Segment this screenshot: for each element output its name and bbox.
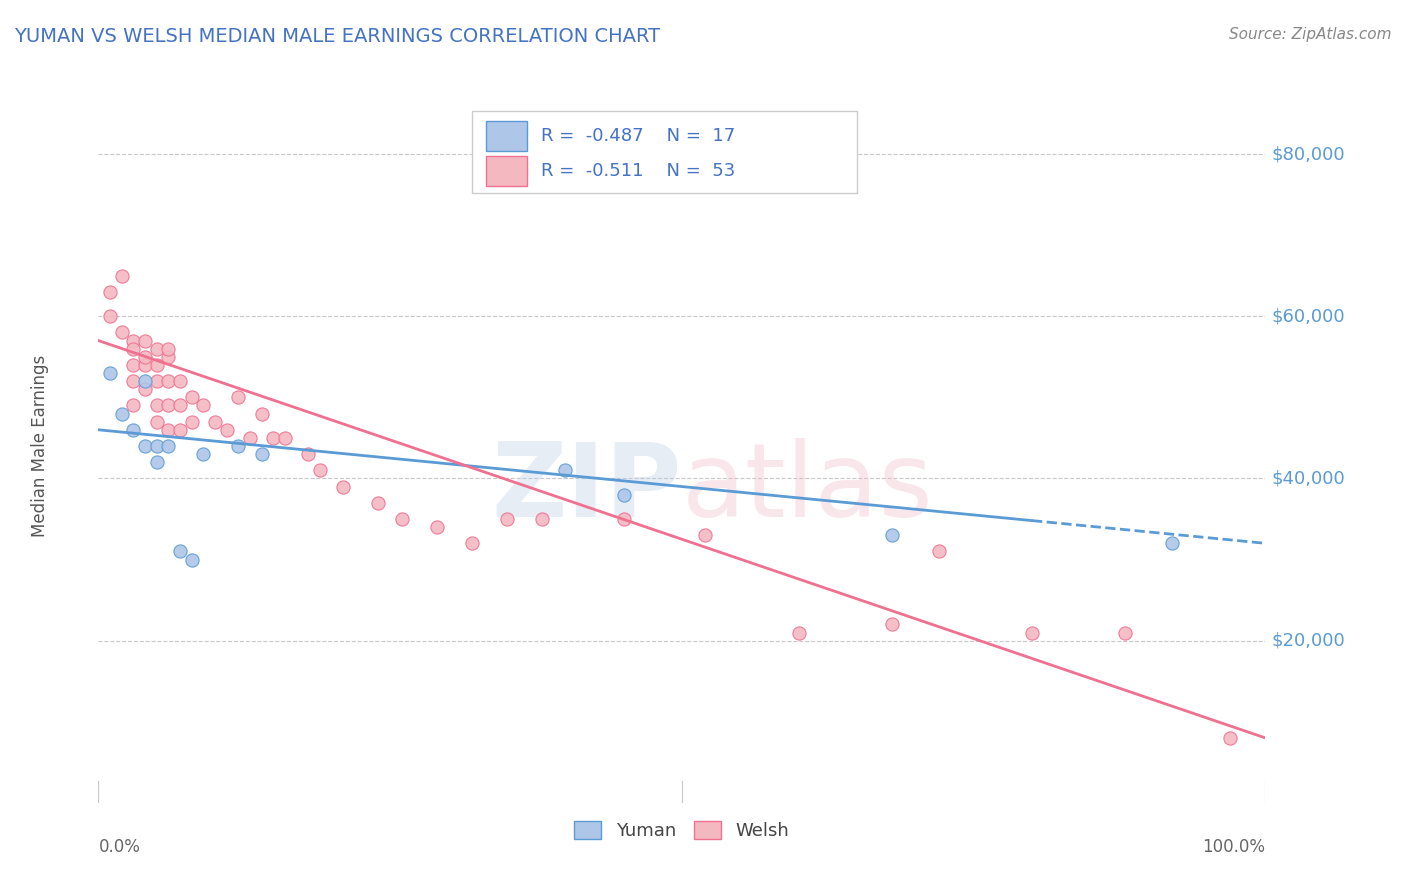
Point — [98, 366, 121, 380]
Point — [193, 447, 215, 461]
Point — [134, 374, 156, 388]
Point — [146, 415, 169, 429]
Point — [157, 342, 180, 356]
Point — [180, 415, 202, 429]
Text: $60,000: $60,000 — [1271, 307, 1346, 326]
Point — [787, 625, 810, 640]
Point — [98, 285, 121, 299]
Point — [530, 512, 553, 526]
Point — [157, 399, 180, 413]
Text: R =  -0.487    N =  17: R = -0.487 N = 17 — [541, 128, 735, 145]
Text: $20,000: $20,000 — [1271, 632, 1346, 649]
Point — [111, 268, 134, 283]
Point — [332, 479, 354, 493]
Point — [215, 423, 238, 437]
Text: Source: ZipAtlas.com: Source: ZipAtlas.com — [1229, 27, 1392, 42]
Point — [228, 390, 250, 404]
Point — [928, 544, 950, 558]
Point — [134, 350, 156, 364]
Point — [1021, 625, 1043, 640]
Point — [134, 358, 156, 372]
Point — [146, 439, 169, 453]
Point — [880, 617, 903, 632]
Point — [157, 350, 180, 364]
Point — [204, 415, 226, 429]
Point — [122, 399, 145, 413]
Point — [1161, 536, 1184, 550]
Point — [250, 407, 273, 421]
Point — [426, 520, 449, 534]
Point — [122, 358, 145, 372]
Point — [169, 423, 191, 437]
Point — [228, 439, 250, 453]
Point — [554, 463, 576, 477]
Point — [1219, 731, 1241, 745]
Point — [367, 496, 389, 510]
Point — [122, 334, 145, 348]
Text: 0.0%: 0.0% — [98, 838, 141, 856]
Point — [239, 431, 262, 445]
Point — [111, 326, 134, 340]
Point — [461, 536, 484, 550]
Point — [309, 463, 332, 477]
Point — [880, 528, 903, 542]
Text: $40,000: $40,000 — [1271, 469, 1346, 487]
Text: YUMAN VS WELSH MEDIAN MALE EARNINGS CORRELATION CHART: YUMAN VS WELSH MEDIAN MALE EARNINGS CORR… — [14, 27, 661, 45]
Point — [134, 334, 156, 348]
Point — [613, 512, 636, 526]
Point — [169, 399, 191, 413]
Point — [250, 447, 273, 461]
Point — [146, 342, 169, 356]
Point — [391, 512, 413, 526]
Text: 100.0%: 100.0% — [1202, 838, 1265, 856]
Point — [122, 342, 145, 356]
Point — [134, 439, 156, 453]
FancyBboxPatch shape — [472, 111, 858, 193]
Point — [157, 439, 180, 453]
Text: atlas: atlas — [682, 438, 934, 540]
Point — [193, 399, 215, 413]
Point — [122, 423, 145, 437]
Text: R =  -0.511    N =  53: R = -0.511 N = 53 — [541, 161, 735, 179]
Point — [169, 544, 191, 558]
Bar — [486, 155, 527, 186]
Point — [613, 488, 636, 502]
Point — [111, 407, 134, 421]
Point — [146, 358, 169, 372]
Point — [146, 399, 169, 413]
Point — [180, 390, 202, 404]
Bar — [486, 121, 527, 152]
Point — [146, 455, 169, 469]
Point — [180, 552, 202, 566]
Point — [262, 431, 284, 445]
Point — [98, 310, 121, 324]
Point — [122, 374, 145, 388]
Text: Median Male Earnings: Median Male Earnings — [31, 355, 49, 537]
Point — [169, 374, 191, 388]
Point — [274, 431, 297, 445]
Point — [297, 447, 319, 461]
Point — [1114, 625, 1136, 640]
Point — [157, 423, 180, 437]
Legend: Yuman, Welsh: Yuman, Welsh — [567, 814, 797, 847]
Point — [695, 528, 717, 542]
Point — [157, 374, 180, 388]
Point — [496, 512, 519, 526]
Point — [146, 374, 169, 388]
Point — [134, 382, 156, 396]
Text: ZIP: ZIP — [492, 438, 682, 540]
Text: $80,000: $80,000 — [1271, 145, 1346, 163]
